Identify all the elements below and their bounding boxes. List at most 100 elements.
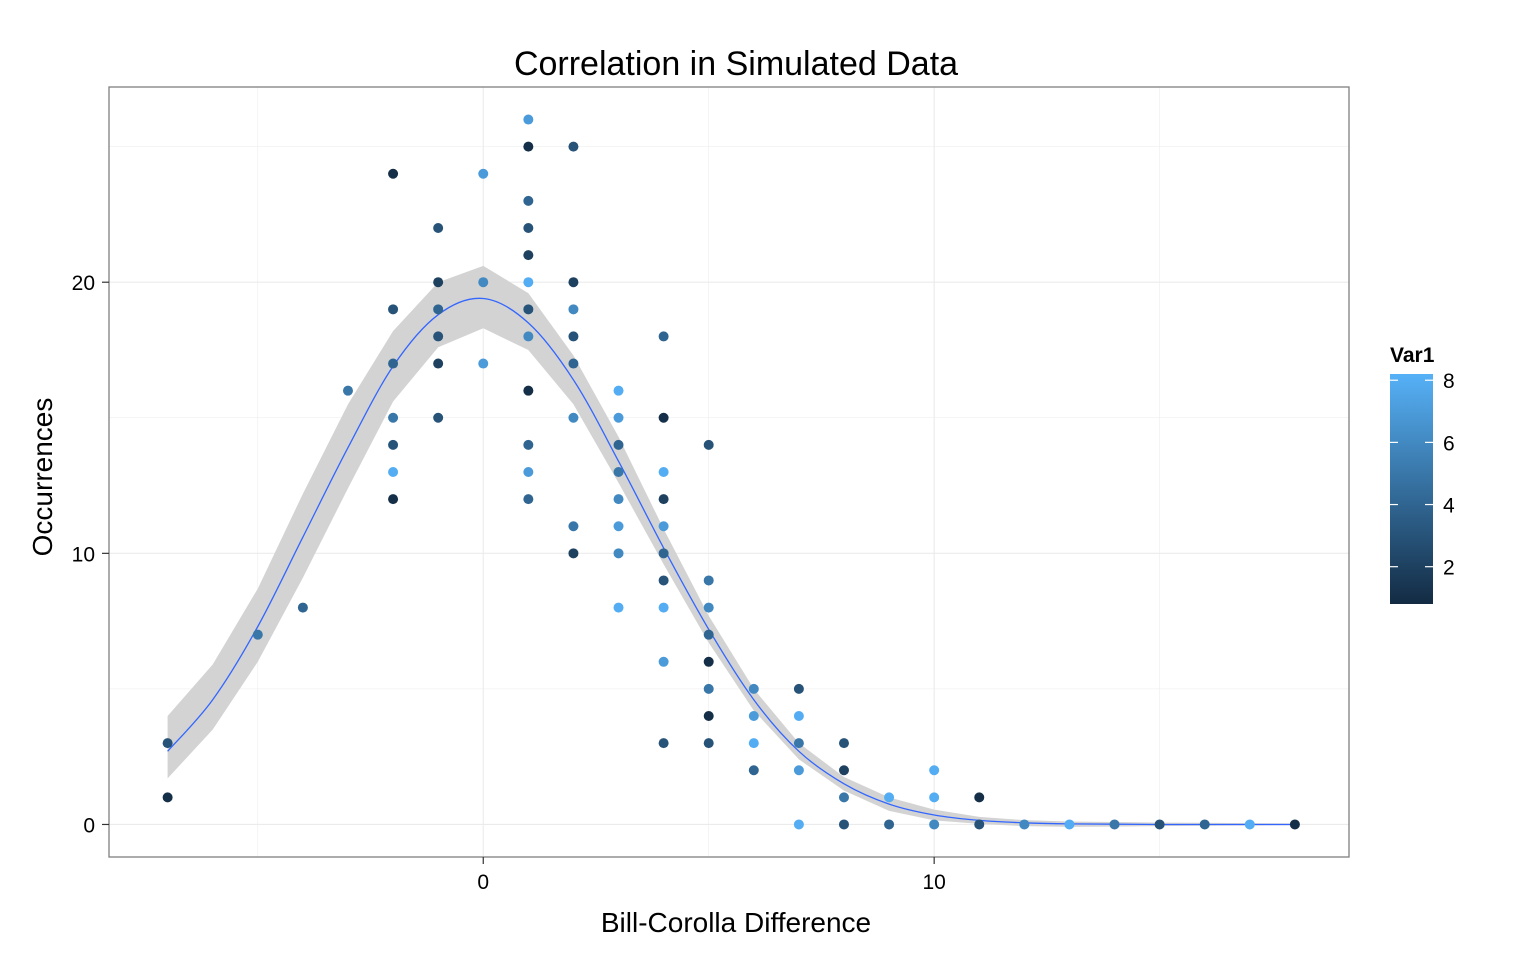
legend-tick-label: 2 xyxy=(1443,557,1455,580)
data-point xyxy=(658,602,669,613)
data-point xyxy=(613,602,624,613)
data-point xyxy=(478,168,489,179)
data-point xyxy=(793,683,804,694)
y-tick-label: 0 xyxy=(83,814,95,837)
data-point xyxy=(703,575,714,586)
data-point xyxy=(523,467,534,477)
data-point xyxy=(523,331,534,342)
data-point xyxy=(297,602,308,613)
data-point xyxy=(613,494,624,505)
data-point xyxy=(523,195,534,206)
data-point xyxy=(568,304,579,315)
data-point xyxy=(388,412,399,423)
data-point xyxy=(613,521,624,532)
x-tick-label: 10 xyxy=(922,871,945,894)
data-point xyxy=(388,168,399,179)
points-layer xyxy=(162,114,1300,830)
chart-title: Correlation in Simulated Data xyxy=(514,45,958,83)
data-point xyxy=(433,358,444,369)
y-axis: 0 10 20 xyxy=(72,272,109,837)
data-point xyxy=(974,792,985,803)
data-point xyxy=(703,629,714,640)
data-point xyxy=(974,819,985,830)
data-point xyxy=(929,765,940,776)
data-point xyxy=(748,738,759,749)
data-point xyxy=(523,250,534,261)
data-point xyxy=(252,629,263,640)
x-axis: 0 10 xyxy=(477,857,946,894)
smooth-line xyxy=(167,297,1295,826)
data-point xyxy=(748,711,759,722)
data-point xyxy=(748,683,759,694)
data-point xyxy=(748,765,759,776)
data-point xyxy=(658,494,669,505)
data-point xyxy=(793,819,804,830)
data-point xyxy=(433,331,444,342)
data-point xyxy=(568,548,579,559)
y-tick-label: 20 xyxy=(72,272,95,295)
data-point xyxy=(1109,819,1120,830)
data-point xyxy=(162,792,173,803)
data-point xyxy=(388,439,399,450)
data-point xyxy=(523,114,534,125)
data-point xyxy=(658,575,669,586)
data-point xyxy=(613,467,624,477)
data-point xyxy=(658,738,669,749)
data-point xyxy=(1019,819,1030,830)
data-point xyxy=(658,656,669,667)
data-point xyxy=(658,548,669,559)
data-point xyxy=(388,358,399,369)
legend-tick-label: 4 xyxy=(1443,495,1455,518)
data-point xyxy=(523,277,534,288)
data-point xyxy=(1154,819,1165,830)
data-point xyxy=(1064,819,1075,830)
y-tick-label: 10 xyxy=(72,543,95,566)
data-point xyxy=(523,385,534,396)
legend-colorbar xyxy=(1390,374,1433,604)
data-point xyxy=(568,277,579,288)
smooth-line-layer xyxy=(167,297,1295,826)
data-point xyxy=(658,521,669,532)
data-point xyxy=(703,602,714,613)
data-point xyxy=(388,467,399,477)
data-point xyxy=(884,792,895,803)
data-point xyxy=(478,277,489,288)
data-point xyxy=(433,412,444,423)
data-point xyxy=(478,358,489,369)
data-point xyxy=(1244,819,1255,830)
data-point xyxy=(523,222,534,233)
data-point xyxy=(613,412,624,423)
data-point xyxy=(838,819,849,830)
data-point xyxy=(568,521,579,532)
data-point xyxy=(929,819,940,830)
data-point xyxy=(658,467,669,477)
legend-title: Var1 xyxy=(1390,344,1435,367)
x-axis-title: Bill-Corolla Difference xyxy=(601,907,871,938)
data-point xyxy=(523,141,534,152)
legend-ticks: 2 4 6 8 xyxy=(1390,370,1455,580)
data-point xyxy=(162,738,173,749)
data-point xyxy=(523,494,534,505)
data-point xyxy=(568,141,579,152)
data-point xyxy=(433,304,444,315)
data-point xyxy=(703,656,714,667)
data-point xyxy=(433,277,444,288)
data-point xyxy=(929,792,940,803)
grid xyxy=(109,87,1349,857)
data-point xyxy=(1199,819,1210,830)
data-point xyxy=(433,222,444,233)
y-axis-title: Occurrences xyxy=(27,398,58,557)
legend: Var1 2 4 6 8 xyxy=(1390,344,1455,604)
data-point xyxy=(342,385,353,396)
data-point xyxy=(1289,819,1300,830)
data-point xyxy=(568,358,579,369)
data-point xyxy=(838,792,849,803)
data-point xyxy=(613,439,624,450)
data-point xyxy=(793,765,804,776)
data-point xyxy=(703,439,714,450)
data-point xyxy=(388,494,399,505)
data-point xyxy=(658,331,669,342)
data-point xyxy=(568,412,579,423)
